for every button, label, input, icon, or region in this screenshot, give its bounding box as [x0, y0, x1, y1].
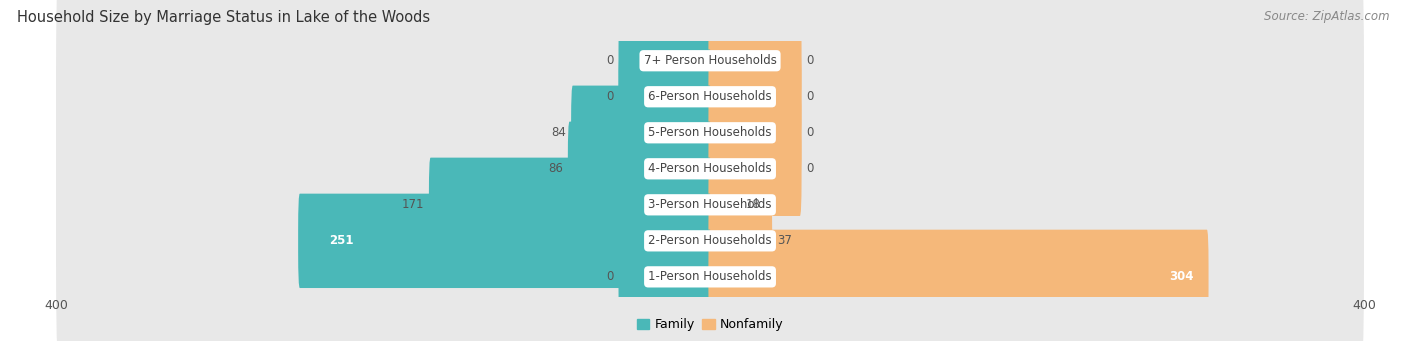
FancyBboxPatch shape: [56, 153, 1364, 329]
Text: 0: 0: [807, 54, 814, 67]
Text: 37: 37: [778, 234, 792, 247]
Text: 3-Person Households: 3-Person Households: [648, 198, 772, 211]
Text: 2-Person Households: 2-Person Households: [648, 234, 772, 247]
Text: 0: 0: [606, 54, 613, 67]
FancyBboxPatch shape: [56, 0, 1364, 149]
Text: 1-Person Households: 1-Person Households: [648, 270, 772, 283]
FancyBboxPatch shape: [619, 49, 711, 144]
FancyBboxPatch shape: [568, 122, 711, 216]
FancyBboxPatch shape: [56, 189, 1364, 341]
Text: 5-Person Households: 5-Person Households: [648, 126, 772, 139]
Text: 0: 0: [807, 162, 814, 175]
Text: 0: 0: [606, 270, 613, 283]
Text: 0: 0: [807, 90, 814, 103]
FancyBboxPatch shape: [56, 81, 1364, 257]
Text: 0: 0: [807, 126, 814, 139]
Text: Source: ZipAtlas.com: Source: ZipAtlas.com: [1264, 10, 1389, 23]
Text: 18: 18: [747, 198, 761, 211]
FancyBboxPatch shape: [709, 194, 772, 288]
FancyBboxPatch shape: [571, 86, 711, 180]
FancyBboxPatch shape: [56, 45, 1364, 221]
Text: 304: 304: [1170, 270, 1194, 283]
Text: 251: 251: [329, 234, 354, 247]
FancyBboxPatch shape: [619, 230, 711, 324]
Text: 84: 84: [551, 126, 567, 139]
FancyBboxPatch shape: [429, 158, 711, 252]
FancyBboxPatch shape: [709, 158, 741, 252]
Text: 6-Person Households: 6-Person Households: [648, 90, 772, 103]
FancyBboxPatch shape: [56, 9, 1364, 184]
Text: 7+ Person Households: 7+ Person Households: [644, 54, 776, 67]
FancyBboxPatch shape: [709, 230, 1209, 324]
Text: 171: 171: [402, 198, 425, 211]
FancyBboxPatch shape: [298, 194, 711, 288]
Text: 0: 0: [606, 90, 613, 103]
FancyBboxPatch shape: [709, 122, 801, 216]
FancyBboxPatch shape: [709, 49, 801, 144]
Text: 86: 86: [548, 162, 562, 175]
FancyBboxPatch shape: [619, 14, 711, 108]
Text: Household Size by Marriage Status in Lake of the Woods: Household Size by Marriage Status in Lak…: [17, 10, 430, 25]
Text: 4-Person Households: 4-Person Households: [648, 162, 772, 175]
FancyBboxPatch shape: [709, 86, 801, 180]
Legend: Family, Nonfamily: Family, Nonfamily: [631, 313, 789, 337]
FancyBboxPatch shape: [709, 14, 801, 108]
FancyBboxPatch shape: [56, 117, 1364, 293]
